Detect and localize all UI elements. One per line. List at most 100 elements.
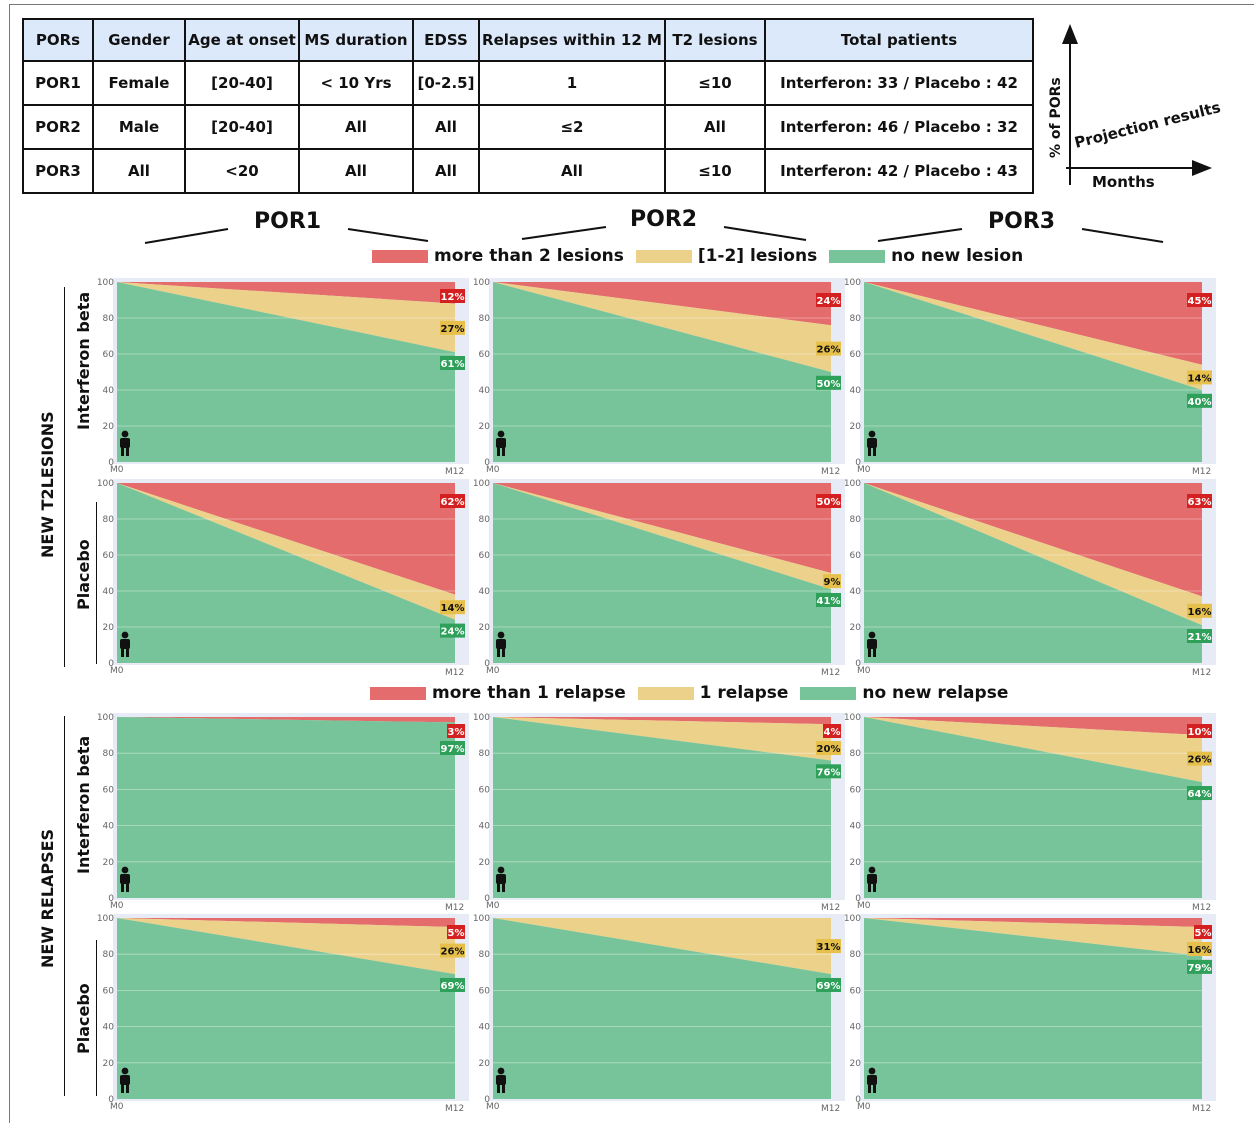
- section-bracket-lesions: [64, 287, 65, 667]
- data-label-text: 63%: [1188, 497, 1212, 508]
- y-tick-label: 0: [855, 894, 861, 904]
- y-tick-label: 0: [484, 1095, 490, 1105]
- y-tick-label: 80: [479, 515, 491, 525]
- data-label-green: 69%: [816, 977, 841, 992]
- y-tick-label: 0: [108, 458, 114, 468]
- table-cell: Female: [92, 60, 186, 106]
- person-body: [496, 639, 506, 649]
- person-icon: [496, 866, 506, 892]
- axis-diagram-y-label: % of PORs: [1048, 77, 1064, 158]
- data-label-text: 3%: [448, 727, 465, 738]
- area-yellow: [117, 483, 455, 620]
- y-tick-label: 40: [479, 587, 491, 597]
- table-cell: All: [478, 148, 666, 194]
- chart-panel-por1: 0 20 40 60 80 100 M0 M12 62% 14% 24%: [97, 479, 469, 678]
- data-label-text: 4%: [824, 727, 841, 738]
- x-tick-label: M0: [857, 901, 871, 911]
- row-bracket-placebo: [96, 502, 97, 664]
- data-label-box: [1187, 370, 1212, 385]
- y-tick-label: 100: [97, 479, 114, 489]
- person-icon: [496, 1067, 506, 1093]
- data-label-box: [1187, 751, 1212, 766]
- data-label-box: [447, 925, 465, 939]
- y-tick-label: 40: [479, 386, 491, 396]
- x-tick-label: M0: [857, 666, 871, 676]
- y-tick-label: 40: [103, 587, 115, 597]
- y-tick-label: 60: [479, 551, 491, 561]
- x-tick-label: M0: [486, 465, 500, 475]
- data-label-text: 27%: [441, 324, 465, 335]
- figure-frame: [9, 4, 1254, 1123]
- table-cell: All: [412, 104, 480, 150]
- x-tick-label: M0: [486, 1102, 500, 1112]
- data-label-text: 64%: [1188, 789, 1212, 800]
- table-cell: Male: [92, 104, 186, 150]
- chart-panel-por3: 0 20 40 60 80 100 M0 M12 45% 14% 40%: [844, 278, 1216, 477]
- table-header: MS duration: [298, 18, 414, 62]
- data-label-green: 50%: [816, 375, 841, 390]
- y-tick-label: 100: [97, 713, 114, 723]
- data-label-box: [440, 494, 465, 508]
- y-tick-label: 60: [103, 350, 115, 360]
- data-label-red: 62%: [440, 494, 465, 508]
- y-tick-label: 0: [484, 894, 490, 904]
- table-cell: Interferon: 33 / Placebo : 42: [764, 60, 1034, 106]
- y-tick-label: 0: [108, 894, 114, 904]
- table-header: EDSS: [412, 18, 480, 62]
- area-red: [117, 717, 455, 723]
- y-tick-label: 0: [855, 659, 861, 669]
- data-label-yellow: 26%: [1187, 751, 1212, 766]
- data-label-red: 63%: [1187, 494, 1212, 508]
- data-label-text: 26%: [441, 947, 465, 958]
- table-header-row: PORs Gender Age at onset MS duration EDS…: [22, 18, 1034, 62]
- section-bracket-relapses: [64, 716, 65, 1096]
- legend-swatch-yellow: [635, 249, 692, 263]
- area-yellow: [864, 483, 1202, 626]
- table-cell: POR3: [22, 148, 94, 194]
- data-label-box: [816, 939, 841, 954]
- x-tick-label: M12: [821, 467, 840, 477]
- y-tick-label: 20: [850, 858, 862, 868]
- person-leg: [497, 1084, 500, 1093]
- data-label-text: 5%: [1195, 928, 1212, 939]
- data-label-text: 20%: [817, 744, 841, 755]
- data-label-text: 5%: [448, 928, 465, 939]
- area-red: [864, 918, 1202, 928]
- axis-diagram: % of PORs Months Projection results: [1048, 24, 1222, 191]
- person-body: [867, 438, 877, 448]
- por1-bracket-left: [144, 228, 229, 244]
- data-label-box: [1187, 293, 1212, 307]
- data-label-green: 40%: [1187, 393, 1212, 408]
- person-icon: [496, 430, 506, 456]
- person-leg: [126, 883, 129, 892]
- y-tick-label: 80: [850, 749, 862, 759]
- area-red: [117, 918, 455, 928]
- y-tick-label: 100: [97, 914, 114, 924]
- x-tick-label: M12: [1192, 668, 1211, 678]
- y-tick-label: 20: [850, 623, 862, 633]
- data-label-text: 26%: [1188, 755, 1212, 766]
- y-tick-label: 60: [479, 986, 491, 996]
- data-label-text: 79%: [1188, 963, 1212, 974]
- y-tick-label: 60: [103, 785, 115, 795]
- data-label-text: 62%: [441, 497, 465, 508]
- y-tick-label: 100: [844, 278, 861, 288]
- data-label-box: [1187, 724, 1212, 738]
- person-leg: [873, 447, 876, 456]
- por1-title: POR1: [254, 209, 322, 234]
- table-cell: [0-2.5]: [412, 60, 480, 106]
- y-tick-label: 20: [103, 858, 115, 868]
- x-tick-label: M12: [821, 1104, 840, 1114]
- y-tick-label: 80: [479, 950, 491, 960]
- person-head: [121, 430, 129, 438]
- y-tick-label: 60: [850, 551, 862, 561]
- person-head: [868, 866, 876, 874]
- y-tick-label: 60: [103, 986, 115, 996]
- person-leg: [126, 648, 129, 657]
- data-label-box: [823, 724, 841, 738]
- table-cell: All: [298, 104, 414, 150]
- person-body: [867, 874, 877, 884]
- person-leg: [502, 447, 505, 456]
- data-label-text: 31%: [817, 942, 841, 953]
- y-tick-label: 100: [473, 479, 490, 489]
